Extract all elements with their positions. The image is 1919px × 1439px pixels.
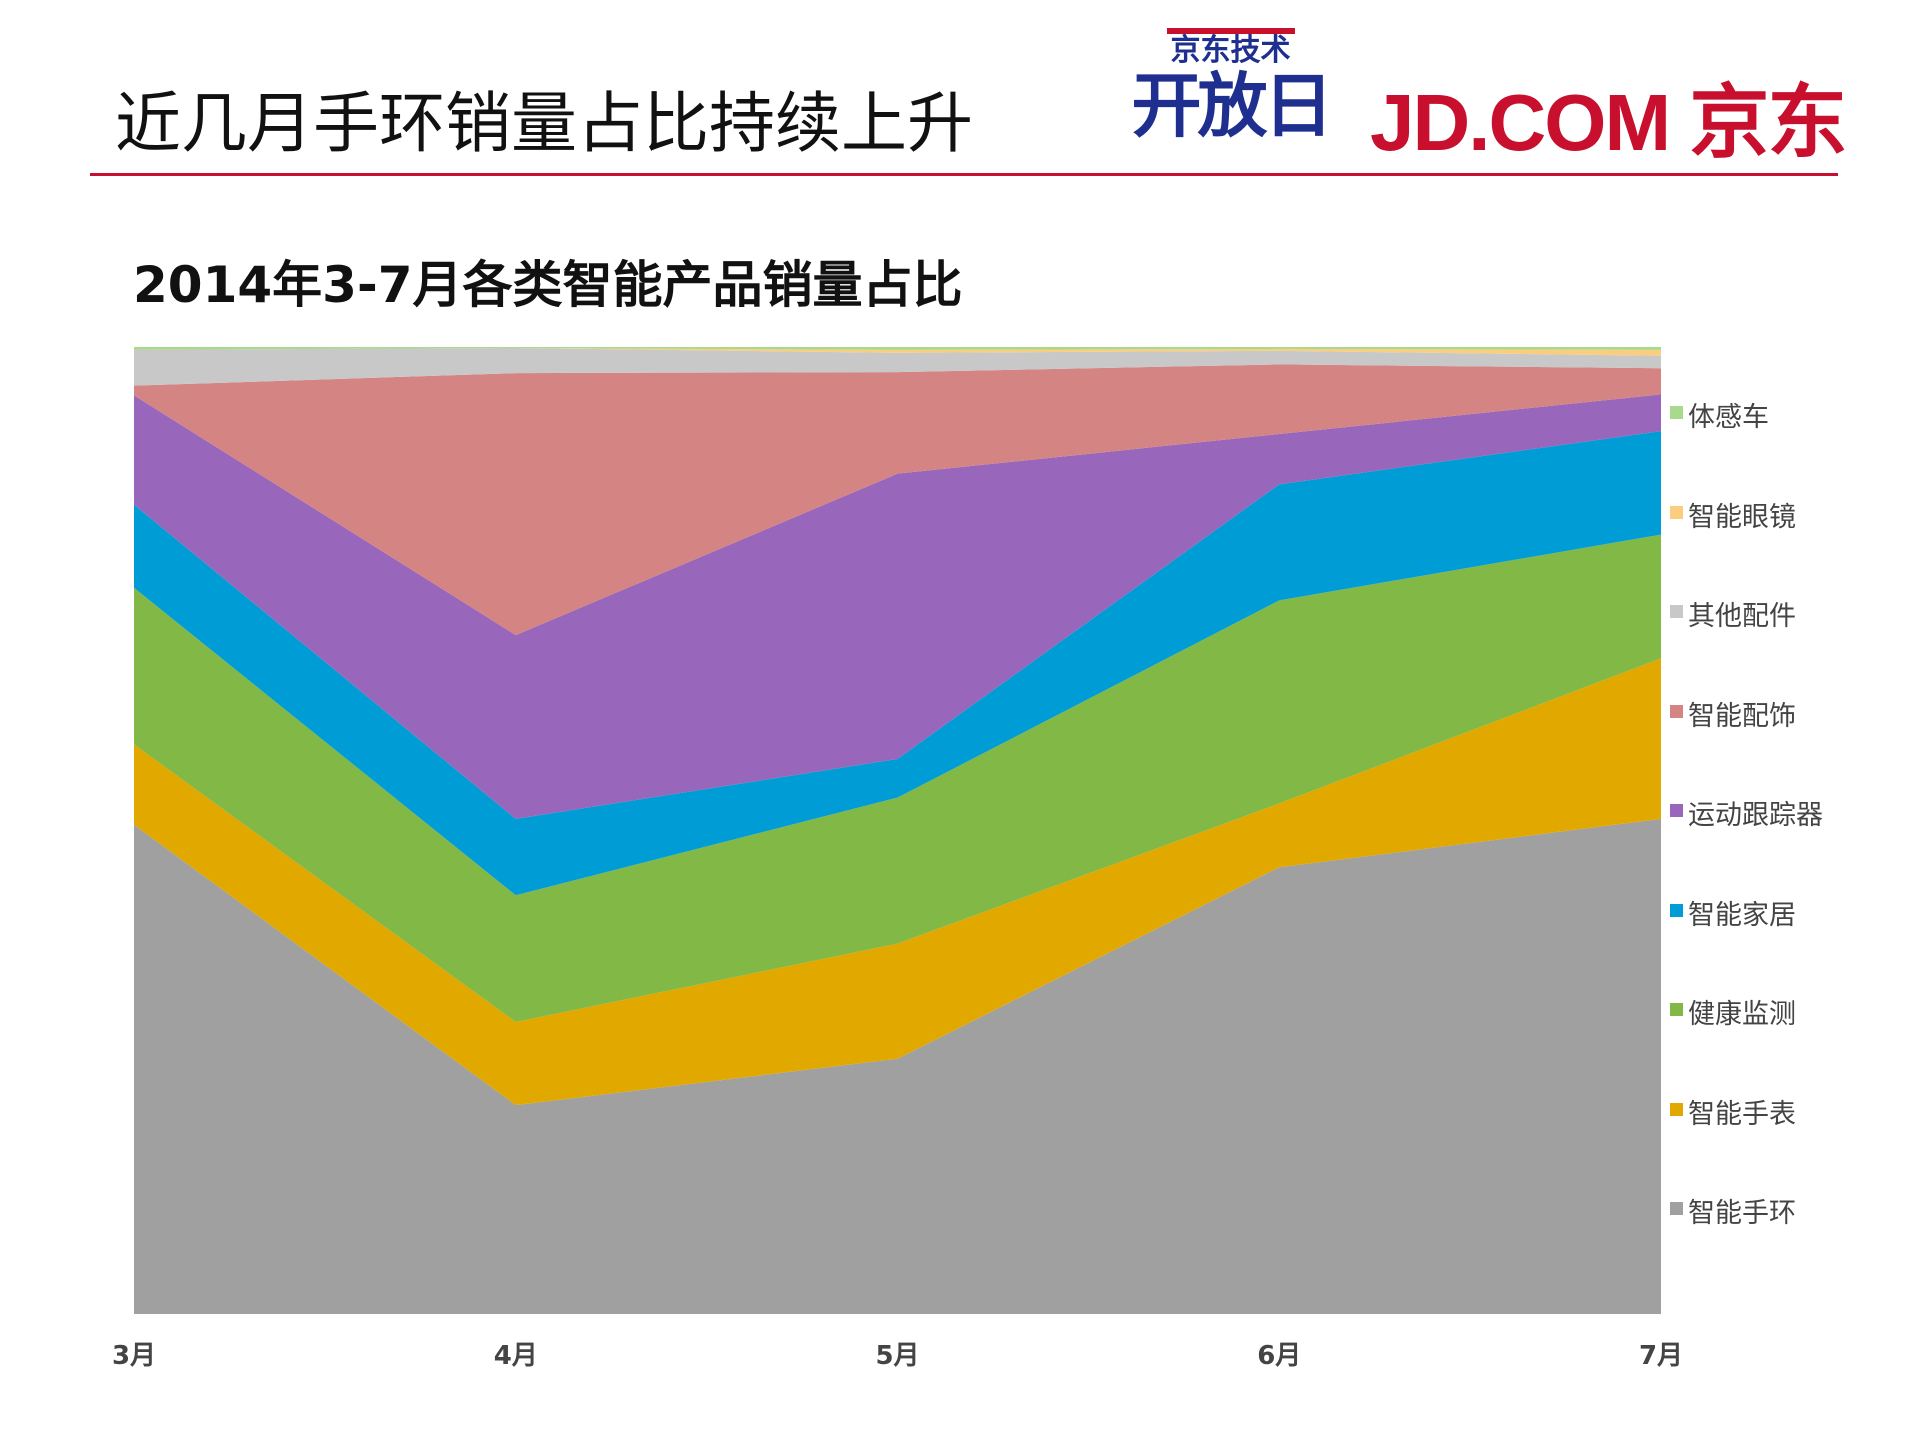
jd-logo: JD.COM 京东: [1370, 78, 1847, 167]
legend-swatch: [1670, 505, 1683, 519]
legend-swatch: [1670, 804, 1683, 817]
x-tick-label: 3月: [111, 1341, 157, 1371]
chart-title: 2014年3-7月各类智能产品销量占比: [133, 256, 963, 314]
legend-item: 健康监测: [1670, 992, 1823, 1092]
area-series-4: [134, 394, 1661, 819]
area-series-3: [134, 431, 1661, 896]
legend: 体感车智能眼镜其他配件智能配饰运动跟踪器智能家居健康监测智能手表智能手环: [1670, 395, 1823, 1291]
legend-swatch: [1670, 406, 1683, 419]
logo-event-big: 开放日: [1131, 65, 1334, 147]
legend-label: 智能家居: [1688, 899, 1796, 931]
x-tick-label: 6月: [1257, 1341, 1302, 1371]
open-day-logo: 京东技术 开放日: [1128, 28, 1334, 147]
legend-item: 智能家居: [1670, 893, 1823, 993]
legend-label: 智能手表: [1688, 1098, 1796, 1130]
legend-item: 体感车: [1670, 395, 1823, 495]
legend-label: 运动跟踪器: [1688, 800, 1823, 831]
legend-label: 体感车: [1688, 402, 1769, 433]
legend-swatch: [1670, 1202, 1683, 1215]
legend-swatch: [1670, 903, 1683, 917]
x-tick-label: 7月: [1638, 1341, 1684, 1371]
legend-swatch: [1670, 704, 1683, 718]
legend-item: 运动跟踪器: [1670, 793, 1823, 893]
page-title: 近几月手环销量占比持续上升: [115, 85, 973, 162]
legend-label: 智能配饰: [1688, 700, 1796, 732]
legend-item: 其他配件: [1670, 594, 1823, 694]
legend-item: 智能手表: [1670, 1092, 1823, 1192]
legend-label: 其他配件: [1688, 601, 1796, 632]
x-tick-label: 5月: [875, 1341, 920, 1371]
legend-label: 智能眼镜: [1688, 501, 1796, 533]
x-tick-label: 4月: [493, 1341, 538, 1371]
area-series-0: [134, 818, 1661, 1314]
legend-item: 智能眼镜: [1670, 495, 1823, 595]
area-series-1: [134, 658, 1661, 1106]
area-series-5: [134, 364, 1661, 636]
logo-event-small: 京东技术: [1166, 28, 1295, 68]
legend-item: 智能手环: [1670, 1191, 1823, 1291]
legend-swatch: [1670, 1003, 1683, 1016]
legend-swatch: [1670, 1102, 1683, 1116]
area-series-6: [134, 347, 1661, 386]
area-series-2: [134, 534, 1661, 1022]
legend-swatch: [1670, 605, 1683, 618]
legend-label: 健康监测: [1688, 999, 1796, 1030]
legend-item: 智能配饰: [1670, 694, 1823, 794]
area-series-8: [134, 347, 1661, 350]
area-series-7: [134, 347, 1661, 356]
legend-label: 智能手环: [1688, 1198, 1796, 1229]
title-divider: [90, 173, 1838, 176]
